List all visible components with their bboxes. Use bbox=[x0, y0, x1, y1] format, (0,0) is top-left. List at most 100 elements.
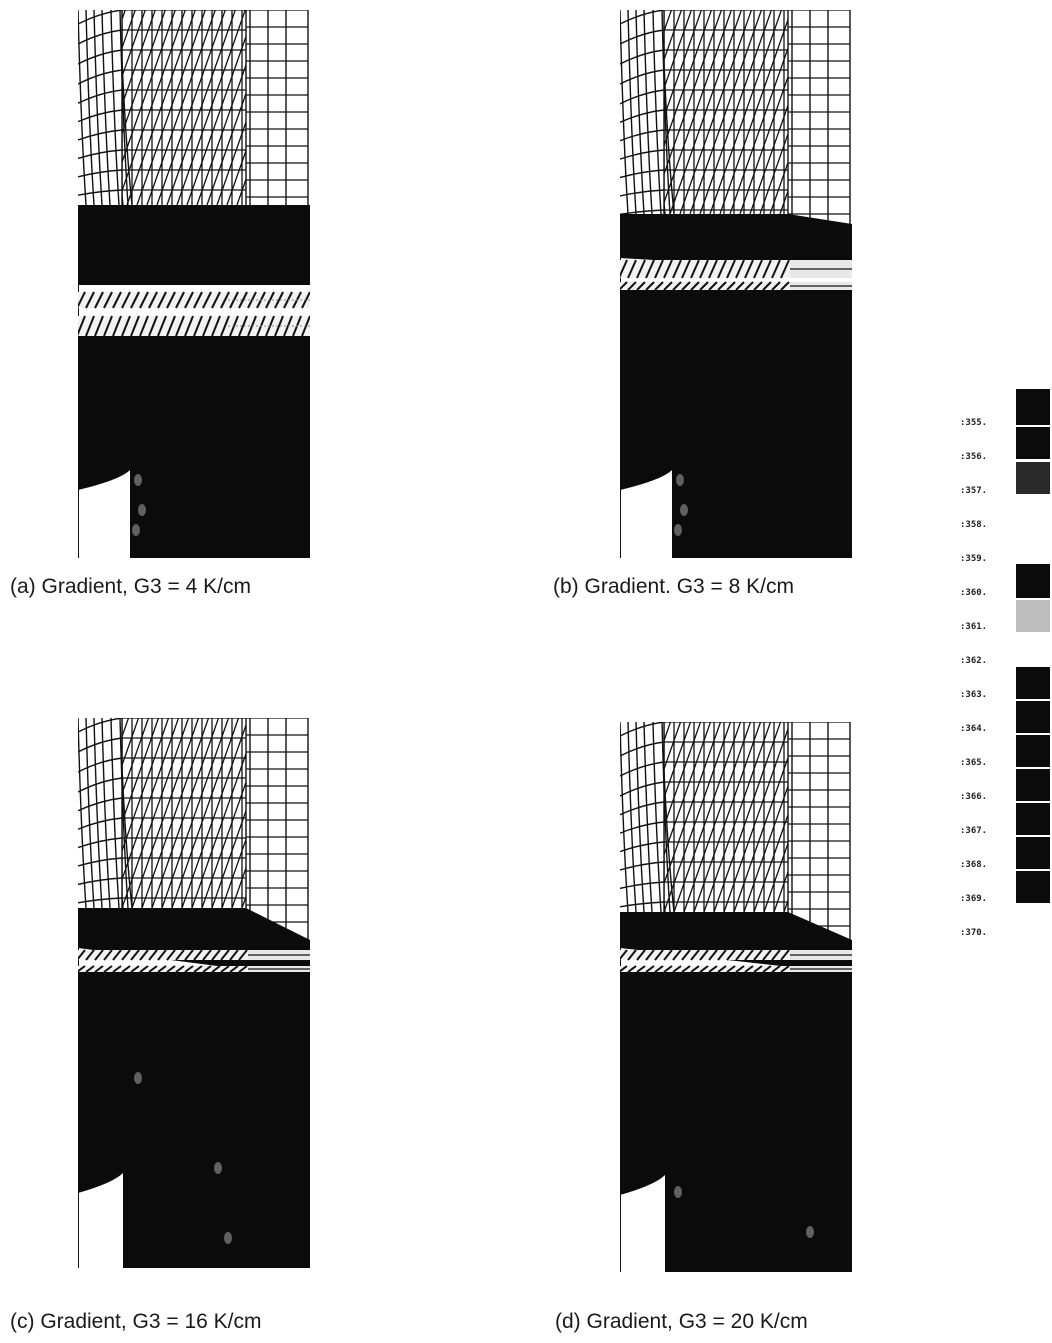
band-hatch bbox=[211, 949, 221, 961]
band-hatch bbox=[202, 949, 212, 961]
band-hatch bbox=[780, 281, 790, 291]
legend-label: :364. bbox=[960, 724, 987, 734]
caption-c: (c) Gradient, G3 = 16 K/cm bbox=[10, 1310, 262, 1333]
band-hatch bbox=[663, 965, 673, 973]
band-hatch bbox=[157, 291, 167, 309]
band-hatch bbox=[121, 965, 131, 973]
band-hatch bbox=[274, 315, 284, 337]
band-hatch bbox=[744, 949, 754, 961]
legend-label: :363. bbox=[960, 690, 987, 700]
legend-swatch bbox=[1016, 600, 1050, 632]
mesh-panel-d bbox=[620, 722, 852, 1272]
band-hatch bbox=[744, 965, 754, 973]
band-hatch bbox=[771, 281, 781, 291]
band-hatch bbox=[202, 291, 212, 309]
band-hatch bbox=[238, 949, 248, 961]
band-hatch bbox=[157, 949, 167, 961]
band-hatch bbox=[699, 281, 709, 291]
mesh-grid bbox=[620, 10, 852, 558]
legend-swatch bbox=[1016, 427, 1050, 459]
band-hatch bbox=[654, 259, 664, 279]
band-hatch bbox=[762, 281, 772, 291]
band-hatch bbox=[645, 949, 655, 961]
lower-body bbox=[620, 290, 852, 558]
lower-body bbox=[620, 972, 852, 1272]
legend-swatch bbox=[1016, 803, 1050, 835]
band-hatch bbox=[148, 949, 158, 961]
band-hatch bbox=[699, 965, 709, 973]
mesh-panel-b bbox=[620, 10, 852, 558]
band-hatch bbox=[193, 291, 203, 309]
band-hatch bbox=[690, 965, 700, 973]
band-hatch bbox=[130, 315, 140, 337]
band-hatch bbox=[762, 259, 772, 279]
band-hatch bbox=[193, 949, 203, 961]
band-hatch bbox=[627, 281, 637, 291]
speckle bbox=[138, 504, 146, 516]
speckle bbox=[132, 524, 140, 536]
band-hatch bbox=[690, 259, 700, 279]
legend-swatch bbox=[1016, 837, 1050, 869]
band-hatch bbox=[726, 281, 736, 291]
legend-swatch bbox=[1016, 462, 1050, 494]
band-hatch bbox=[184, 965, 194, 973]
band-hatch bbox=[220, 315, 230, 337]
legend-swatch bbox=[1016, 667, 1050, 699]
band-hatch bbox=[717, 281, 727, 291]
band-hatch bbox=[726, 965, 736, 973]
band-hatch bbox=[85, 291, 95, 309]
band-hatch bbox=[627, 259, 637, 279]
band-hatch bbox=[654, 949, 664, 961]
band-hatch bbox=[175, 291, 185, 309]
speckle bbox=[680, 504, 688, 516]
band-hatch bbox=[166, 949, 176, 961]
band-hatch bbox=[220, 965, 230, 973]
solid-region bbox=[620, 214, 852, 558]
band-hatch bbox=[220, 291, 230, 309]
band-hatch bbox=[157, 315, 167, 337]
band-hatch bbox=[94, 965, 104, 973]
band-hatch bbox=[130, 949, 140, 961]
legend-swatch bbox=[1016, 871, 1050, 903]
band-hatch bbox=[620, 259, 628, 279]
band-hatch bbox=[112, 965, 122, 973]
band-hatch bbox=[121, 315, 131, 337]
speckle bbox=[224, 1232, 232, 1244]
band-hatch bbox=[166, 315, 176, 337]
band-hatch bbox=[627, 949, 637, 961]
mesh-grid bbox=[78, 718, 310, 1268]
band-hatch bbox=[202, 965, 212, 973]
band-hatch bbox=[103, 291, 113, 309]
band-hatch bbox=[726, 949, 736, 961]
band-hatch bbox=[717, 965, 727, 973]
band-hatch bbox=[681, 259, 691, 279]
legend-label: :356. bbox=[960, 452, 987, 462]
band-hatch bbox=[636, 949, 646, 961]
band-hatch bbox=[726, 259, 736, 279]
band-hatch bbox=[78, 949, 86, 961]
band-hatch bbox=[699, 259, 709, 279]
band-hatch bbox=[211, 315, 221, 337]
band-hatch bbox=[94, 949, 104, 961]
band-hatch bbox=[166, 965, 176, 973]
band-hatch bbox=[708, 965, 718, 973]
legend-label: :361. bbox=[960, 622, 987, 632]
band-hatch bbox=[735, 259, 745, 279]
band-hatch bbox=[690, 949, 700, 961]
band-hatch bbox=[672, 965, 682, 973]
band-hatch bbox=[139, 949, 149, 961]
band-hatch bbox=[762, 949, 772, 961]
band-hatch bbox=[184, 949, 194, 961]
band-hatch bbox=[112, 315, 122, 337]
band-hatch bbox=[762, 965, 772, 973]
legend-label: :369. bbox=[960, 894, 987, 904]
solid-region bbox=[78, 205, 310, 558]
legend-swatch bbox=[1016, 564, 1050, 598]
band-hatch bbox=[175, 965, 185, 973]
band-hatch bbox=[636, 281, 646, 291]
band-hatch bbox=[645, 281, 655, 291]
band-hatch bbox=[274, 291, 284, 309]
band-hatch bbox=[193, 315, 203, 337]
band-hatch bbox=[78, 965, 86, 973]
band-hatch bbox=[753, 965, 763, 973]
